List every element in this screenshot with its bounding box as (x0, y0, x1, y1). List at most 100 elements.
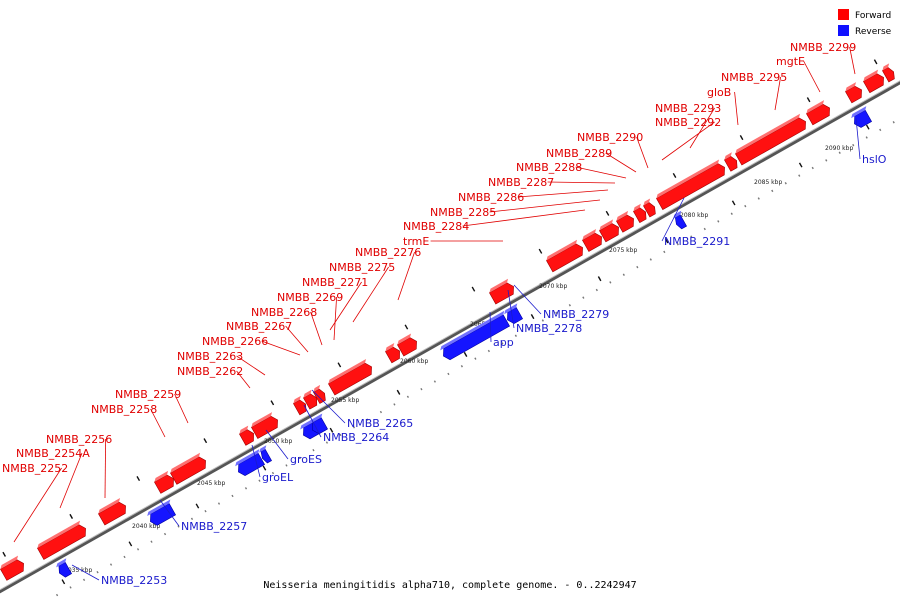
forward-leader-line (462, 209, 586, 227)
minor-tick (69, 586, 72, 589)
forward-gene-block (632, 207, 647, 224)
major-tick (798, 162, 803, 168)
tick-label: 2035 kbp (64, 567, 92, 574)
forward-leader-line (174, 393, 189, 424)
forward-gene-block (581, 232, 602, 252)
gene-block-shade (851, 106, 867, 119)
reverse-gene-label-nmbb-2278: NMBB_2278 (516, 322, 582, 335)
forward-leader-line (261, 340, 301, 356)
gene-block-shade (98, 498, 121, 514)
forward-gene-label-nmbb-2293: NMBB_2293 (655, 102, 721, 115)
minor-tick (555, 311, 558, 315)
tick-label: 2055 kbp (331, 397, 359, 404)
reverse-gene-label-nmbb-2279: NMBB_2279 (543, 308, 609, 321)
forward-leader-line (636, 136, 649, 169)
minor-tick (55, 593, 59, 597)
forward-leader-line (575, 166, 627, 179)
forward-leader-line (310, 311, 323, 346)
gene-block-shade (56, 558, 67, 568)
forward-gene-label-glob: gloB (707, 86, 731, 99)
gene-block-shade (293, 395, 301, 404)
forward-gene-label-nmbb-2262: NMBB_2262 (177, 365, 243, 378)
major-tick (865, 124, 870, 130)
forward-gene-block (292, 399, 307, 416)
minor-tick (379, 410, 383, 414)
gene-block-shade (546, 239, 578, 261)
major-tick (396, 389, 401, 395)
forward-leader-line (236, 355, 266, 376)
forward-gene-block (734, 117, 806, 166)
legend-reverse-label: Reverse (855, 27, 892, 37)
minor-tick (177, 525, 180, 528)
minor-tick (784, 182, 787, 185)
forward-gene-block (396, 337, 417, 357)
minor-tick (447, 372, 450, 376)
reverse-gene-label-nmbb-2291: NMBB_2291 (664, 235, 730, 248)
forward-gene-block (881, 67, 895, 83)
genome-backbone (0, 81, 900, 594)
forward-gene-label-nmbb-2258: NMBB_2258 (91, 403, 157, 416)
forward-gene-label-nmbb-2259: NMBB_2259 (115, 388, 181, 401)
forward-gene-label-nmbb-2256: NMBB_2256 (46, 433, 112, 446)
gene-features (0, 63, 895, 581)
minor-tick (717, 220, 720, 223)
minor-tick (366, 418, 369, 421)
minor-tick (730, 212, 733, 215)
genome-backbone-highlight (0, 80, 900, 591)
forward-gene-label-nmbb-2284: NMBB_2284 (403, 220, 469, 233)
forward-gene-label-nmbb-2290: NMBB_2290 (577, 131, 643, 144)
forward-leader-line (689, 107, 715, 149)
forward-gene-label-nmbb-2266: NMBB_2266 (202, 335, 268, 348)
reverse-leader-line (507, 289, 515, 329)
minor-tick (339, 433, 342, 437)
gene-block-shade (385, 343, 395, 352)
forward-gene-label-nmbb-2287: NMBB_2287 (488, 176, 554, 189)
genome-caption: Neisseria meningitidis alpha710, complet… (263, 580, 636, 591)
minor-tick (487, 349, 490, 353)
gene-block-shade (397, 333, 412, 345)
minor-tick (690, 235, 693, 238)
forward-gene-block (327, 362, 372, 396)
tick-label: 2075 kbp (609, 247, 637, 254)
forward-gene-block (97, 501, 126, 526)
gene-block-shade (735, 113, 801, 154)
reverse-leader-line (661, 197, 685, 242)
forward-gene-label-trme: trmE (403, 235, 429, 248)
minor-tick (352, 426, 356, 429)
reverse-leader-line (855, 117, 861, 160)
gene-block-shade (656, 159, 720, 199)
minor-tick (568, 304, 571, 307)
forward-gene-label-nmbb-2295: NMBB_2295 (721, 71, 787, 84)
forward-leader-line (803, 60, 821, 93)
forward-gene-block (805, 103, 830, 126)
forward-gene-label-nmbb-2269: NMBB_2269 (277, 291, 343, 304)
reverse-leader-line (251, 444, 261, 478)
minor-tick (771, 189, 774, 193)
gene-block-shade (599, 219, 614, 231)
gene-block-shade (643, 198, 651, 206)
forward-leader-line (849, 46, 856, 75)
minor-tick (541, 319, 544, 322)
minor-tick (82, 578, 86, 582)
forward-gene-block (0, 559, 24, 581)
minor-tick (811, 166, 814, 170)
minor-tick (325, 441, 329, 444)
forward-leader-line (605, 152, 637, 173)
gene-block-shade (170, 452, 201, 473)
minor-tick (109, 563, 113, 566)
minor-tick (798, 174, 801, 177)
major-tick (128, 541, 133, 547)
forward-gene-label-nmbb-2271: NMBB_2271 (302, 276, 368, 289)
gene-block-shade (154, 470, 169, 483)
forward-gene-label-nmbb-2286: NMBB_2286 (458, 191, 524, 204)
minor-tick (838, 151, 841, 154)
major-tick (873, 59, 878, 65)
forward-gene-block (36, 524, 86, 560)
minor-tick (865, 136, 868, 139)
gene-block-shade (313, 384, 321, 393)
gene-block-shade (882, 63, 890, 71)
gene-block-shade (259, 445, 267, 453)
reverse-leader-line (311, 389, 346, 424)
major-tick (672, 172, 677, 178)
minor-tick (123, 555, 126, 559)
